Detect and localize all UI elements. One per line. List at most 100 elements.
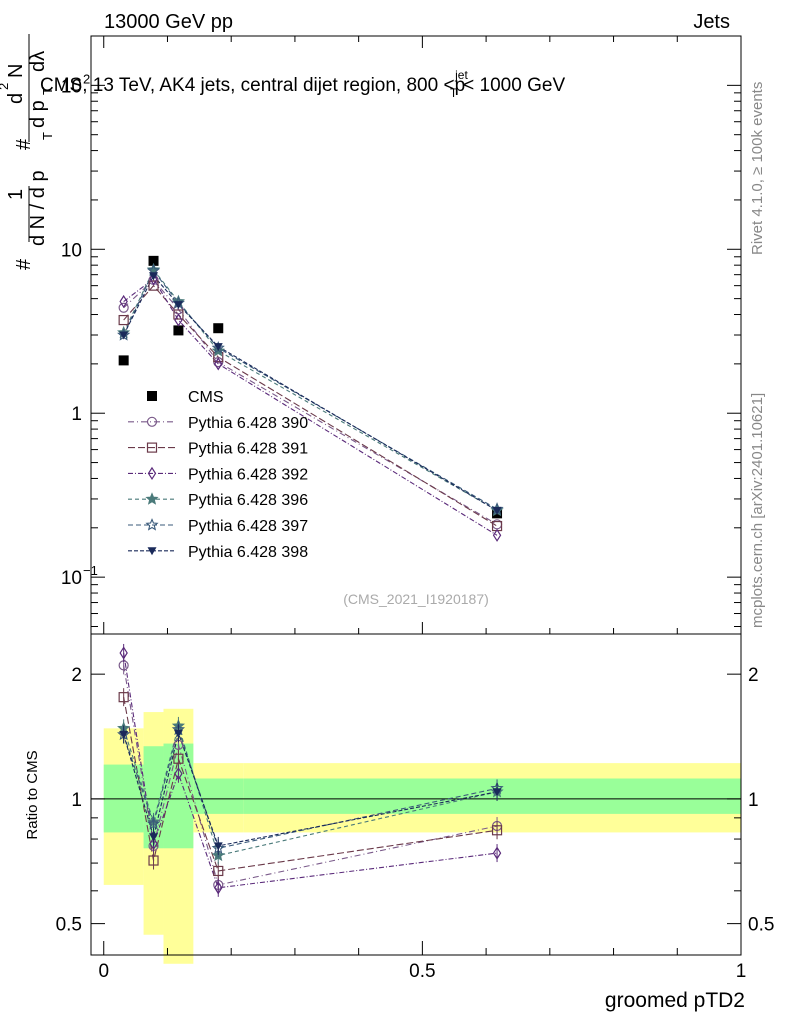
- main-marker-p398: [173, 301, 183, 310]
- ratio-y-tick-label: 2: [71, 665, 82, 686]
- ratio-y-tick-label-right: 0.5: [748, 915, 774, 936]
- ratio-y-tick-label: 1: [71, 790, 82, 811]
- main-line-p392: [123, 278, 498, 536]
- main-marker-p391: [173, 309, 184, 320]
- header-right: Jets: [693, 11, 730, 33]
- mcplots-label: mcplots.cern.ch [arXiv:2401.10621]: [749, 393, 766, 628]
- ylabel-dpt: d p: [27, 100, 49, 128]
- legend-label-p397: Pythia 6.428 397: [188, 518, 308, 535]
- main-line-p390: [123, 279, 498, 525]
- main-marker-p398: [149, 272, 159, 281]
- ratio-marker-p391: [491, 825, 503, 836]
- ratio-marker-p398: [149, 833, 159, 842]
- legend-marker-p391: [146, 442, 158, 453]
- ratio-marker-p398: [492, 788, 502, 797]
- ylabel-dn-dpt: d N / d p: [27, 170, 49, 246]
- ratio-y-label: Ratio to CMS: [24, 750, 41, 839]
- legend-label-p398: Pythia 6.428 398: [188, 544, 308, 561]
- legend-marker-p398: [147, 547, 157, 556]
- main-marker-p392: [492, 528, 502, 542]
- ratio-y-tick-label: 0.5: [56, 915, 82, 936]
- ratio-marker-p392: [492, 846, 502, 860]
- main-y-tick-sup: −1: [83, 563, 98, 578]
- main-y-tick-label: 10: [61, 76, 82, 97]
- main-marker-p392: [119, 294, 128, 309]
- main-marker-cms: [173, 325, 184, 336]
- ratio-plot-frame: [90, 633, 742, 956]
- main-marker-cms: [118, 355, 129, 366]
- ratio-marker-p391: [148, 855, 159, 866]
- legend-label-p392: Pythia 6.428 392: [188, 466, 308, 483]
- ratio-y-tick-label-right: 2: [748, 665, 759, 686]
- ratio-marker-p398: [173, 729, 183, 738]
- legend-marker-cms: [147, 391, 157, 401]
- ratio-marker-p397: [146, 817, 161, 830]
- ratio-x-tick-label: 0: [98, 961, 109, 982]
- title-part-1: CMS, 13 TeV, AK4 jets, central dijet reg…: [40, 75, 455, 96]
- main-marker-p392: [149, 272, 158, 286]
- main-y-tick-label: 1: [71, 404, 82, 425]
- legend-label-p396: Pythia 6.428 396: [188, 492, 308, 509]
- main-marker-cms: [213, 323, 224, 334]
- ylabel-hash-1: #: [13, 258, 35, 270]
- ratio-marker-p391: [173, 753, 184, 764]
- ylabel-dlambda: dλ: [27, 51, 49, 72]
- main-y-tick-label: 10: [61, 568, 82, 589]
- title-part-end: < 1000 GeV: [463, 75, 565, 96]
- ylabel-N: N: [5, 64, 27, 78]
- legend-marker-p396: [145, 492, 159, 505]
- header-left: 13000 GeV pp: [104, 11, 233, 33]
- band-green-bin: [243, 778, 742, 814]
- ratio-marker-p398: [119, 731, 129, 740]
- ratio-x-tick-label: 0.5: [409, 961, 435, 982]
- ratio-x-tick-label: 1: [736, 961, 747, 982]
- ratio-marker-p391: [118, 692, 129, 703]
- rivet-version-label: Rivet 4.1.0, ≥ 100k events: [749, 82, 766, 255]
- ylabel-two-sup: 2: [0, 83, 11, 90]
- main-marker-p391: [148, 280, 159, 291]
- main-marker-p391: [118, 314, 129, 326]
- main-marker-p398: [213, 343, 223, 352]
- title-T-sub: T: [450, 86, 458, 100]
- ratio-marker-p392: [174, 767, 183, 781]
- main-series-markers: [117, 255, 504, 542]
- main-marker-cms: [148, 255, 159, 266]
- ratio-marker-p392: [149, 836, 158, 851]
- plot-title: CMS, 13 TeV, AK4 jets, central dijet reg…: [40, 68, 565, 100]
- ratio-y-tick-label-right: 1: [748, 790, 759, 811]
- ratio-marker-p392: [119, 646, 128, 660]
- main-y-tick-label: 10: [61, 240, 82, 261]
- band-green-bin: [193, 778, 244, 814]
- legend-marker-p390: [146, 416, 158, 427]
- ratio-uncertainty-bands: [103, 708, 742, 964]
- main-line-p396: [123, 268, 498, 511]
- main-y-tick-sup: 2: [83, 71, 90, 86]
- ratio-marker-p391: [213, 865, 224, 877]
- ylabel-T-sub-2: T: [40, 87, 55, 95]
- x-axis-label: groomed pTD2: [605, 989, 745, 1012]
- ratio-marker-p398: [213, 842, 223, 851]
- legend-label-cms: CMS: [188, 389, 224, 406]
- analysis-id: (CMS_2021_I1920187): [343, 591, 489, 607]
- main-y-label: # 1 d N / d p T # d p T d 2 N dλ: [0, 34, 55, 270]
- title-p: p: [455, 75, 466, 96]
- legend-label-p390: Pythia 6.428 390: [188, 415, 308, 432]
- main-marker-p390: [118, 302, 129, 313]
- legend-label-p391: Pythia 6.428 391: [188, 441, 308, 458]
- main-marker-p398: [492, 507, 502, 516]
- main-marker-p392: [214, 357, 223, 371]
- ratio-series-markers: [117, 643, 504, 897]
- ylabel-one: 1: [5, 189, 27, 200]
- ylabel-hash-2: #: [13, 138, 35, 150]
- ylabel-T-sub-1: T: [40, 132, 55, 140]
- ratio-ticks: 0.5 0.5 1 1 2 2 0 0.5 1: [56, 665, 775, 982]
- legend-marker-p392: [147, 466, 157, 481]
- ylabel-d-num: d: [5, 93, 27, 104]
- main-marker-p392: [174, 313, 183, 327]
- title-jet-sup: jet: [454, 68, 468, 82]
- legend: CMS Pythia 6.428 390 Pythia 6.428 391 Pythi…: [128, 389, 308, 561]
- main-marker-p398: [119, 331, 129, 340]
- ratio-marker-p392: [214, 881, 223, 895]
